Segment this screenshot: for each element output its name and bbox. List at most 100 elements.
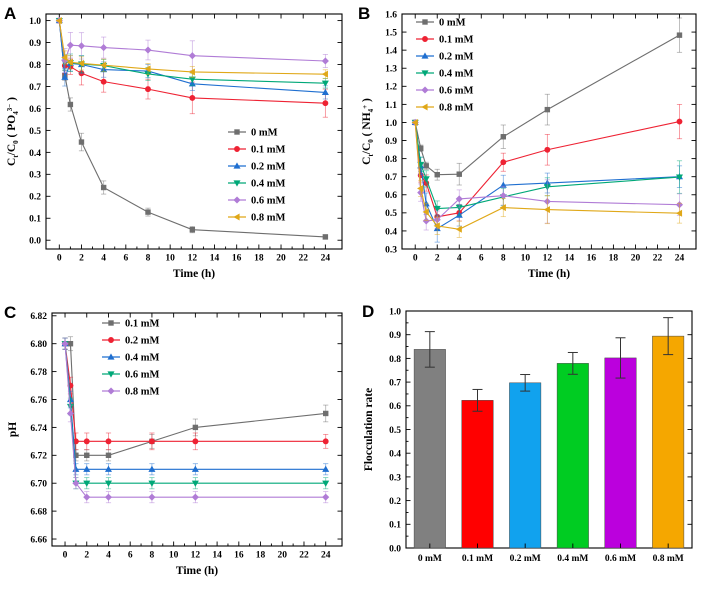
data-point-marker (84, 452, 90, 459)
x-tick-label: 24 (321, 551, 331, 561)
data-point-marker (233, 213, 240, 221)
data-point-marker (83, 438, 90, 445)
panel-c-ph: C 0 2 4 6 8 10 12 14 16 18 20 22 24 6.66 6.68 6.70 6.72 6.… (0, 297, 354, 594)
series-group (411, 17, 684, 243)
data-point-marker (544, 146, 551, 153)
y-tick-label: 0.9 (29, 39, 41, 49)
y-tick-label: 0.5 (29, 127, 41, 137)
data-point-marker (433, 205, 441, 213)
data-point-marker (61, 340, 69, 348)
x-tick-label: 0 (413, 254, 418, 264)
series-line (414, 34, 680, 176)
data-point-marker (675, 174, 683, 181)
x-tick-label: 18 (254, 254, 264, 264)
bar (461, 400, 494, 549)
x-tick-label: 0.8 mM (653, 554, 684, 564)
legend-label: 0.8 mM (125, 387, 159, 398)
data-point-marker (322, 438, 329, 445)
y-tick-label: 0.6 (385, 191, 397, 201)
bar (604, 357, 637, 549)
data-point-marker (191, 465, 199, 472)
data-point-marker (233, 196, 241, 204)
legend-label: 0.1 mM (125, 319, 159, 330)
x-tick-label: 20 (276, 254, 286, 264)
y-tick-label: 1.0 (385, 119, 397, 129)
data-point-marker (61, 73, 69, 80)
data-point-marker (100, 184, 107, 191)
y-tick-label: 0.4 (29, 149, 41, 159)
data-point-marker (144, 65, 151, 73)
series-line (414, 122, 680, 230)
data-point-marker (421, 52, 429, 59)
y-tick-label: 0.2 (389, 497, 401, 507)
legend-label: 0.4 mM (125, 353, 159, 364)
data-point-marker (61, 53, 68, 62)
x-tick-label: 16 (232, 254, 242, 264)
y-tick-label: 0.2 (29, 193, 41, 203)
y-tick-label: 0.5 (385, 209, 397, 219)
data-point-marker (433, 222, 440, 230)
data-point-marker (148, 493, 156, 501)
x-tick-label: 0 (63, 551, 68, 561)
data-point-marker (105, 452, 112, 459)
data-point-marker (104, 480, 112, 487)
data-point-marker (417, 184, 424, 192)
data-point-marker (189, 226, 196, 233)
legend-label: 0.6 mM (125, 370, 159, 381)
data-point-marker (83, 480, 91, 487)
data-point-marker (499, 204, 506, 212)
data-point-marker (192, 424, 199, 431)
y-tick-label: 0.9 (389, 331, 401, 341)
data-point-marker (421, 86, 429, 94)
x-tick-label: 16 (234, 551, 244, 561)
data-point-marker (77, 59, 85, 67)
data-point-marker (77, 42, 86, 50)
data-point-marker (422, 176, 430, 183)
x-tick-label: 8 (146, 254, 151, 264)
x-tick-label: 6 (123, 254, 128, 264)
data-point-marker (422, 36, 428, 42)
data-point-marker (67, 101, 74, 108)
legend-label: 0.8 mM (439, 103, 473, 114)
data-point-marker (421, 103, 428, 111)
data-point-marker (422, 208, 429, 216)
y-tick-label: 0.4 (389, 450, 401, 460)
y-tick-label: 6.74 (30, 424, 47, 434)
data-point-marker (434, 172, 440, 178)
y-tick-label: 6.78 (30, 368, 47, 378)
data-point-marker (72, 479, 80, 487)
x-tick-label: 24 (675, 254, 685, 264)
y-tick-label: 1.2 (385, 83, 397, 93)
panel-c-svg: C0 2 4 6 8 10 12 14 16 18 20 22 246.666.686.706.726.… (4, 303, 343, 577)
series-0.8-mM (411, 118, 683, 238)
y-tick-label: 0.8 (389, 355, 401, 365)
y-tick-label: 1.4 (385, 47, 397, 57)
y-tick-label: 1.3 (385, 65, 397, 75)
bar (556, 363, 589, 549)
x-tick-label: 2 (79, 254, 84, 264)
data-point-marker (104, 493, 113, 501)
data-point-marker (411, 118, 418, 126)
bar (652, 335, 685, 549)
legend-label: 0.2 mM (251, 162, 285, 173)
x-tick-label: 0.1 mM (462, 554, 493, 564)
legend-label: 0.1 mM (251, 145, 285, 156)
data-point-marker (423, 163, 429, 169)
svg-text:Ct/C0 ( NH4+ ): Ct/C0 ( NH4+ ) (361, 98, 375, 165)
data-point-marker (455, 195, 463, 203)
data-point-marker (233, 180, 241, 187)
panel-letter: A (4, 4, 16, 23)
series-line (64, 343, 326, 442)
x-tick-label: 4 (457, 254, 462, 264)
data-point-marker (83, 493, 91, 501)
x-tick-label: 6 (128, 551, 133, 561)
x-axis-label: Time (h) (528, 268, 570, 280)
x-tick-label: 8 (150, 551, 155, 561)
x-tick-label: 0 (57, 254, 62, 264)
y-tick-label: 1.5 (385, 28, 397, 38)
panel-d-svg: D 0.0 0.1 0.2 0.3 0.4 0.5 0.6 0.7 0.8 0.9 1.0 Floccu… (362, 302, 693, 564)
data-point-marker (543, 206, 550, 214)
bar (413, 349, 446, 549)
y-tick-label: 0.9 (385, 137, 397, 147)
data-point-marker (148, 438, 155, 445)
